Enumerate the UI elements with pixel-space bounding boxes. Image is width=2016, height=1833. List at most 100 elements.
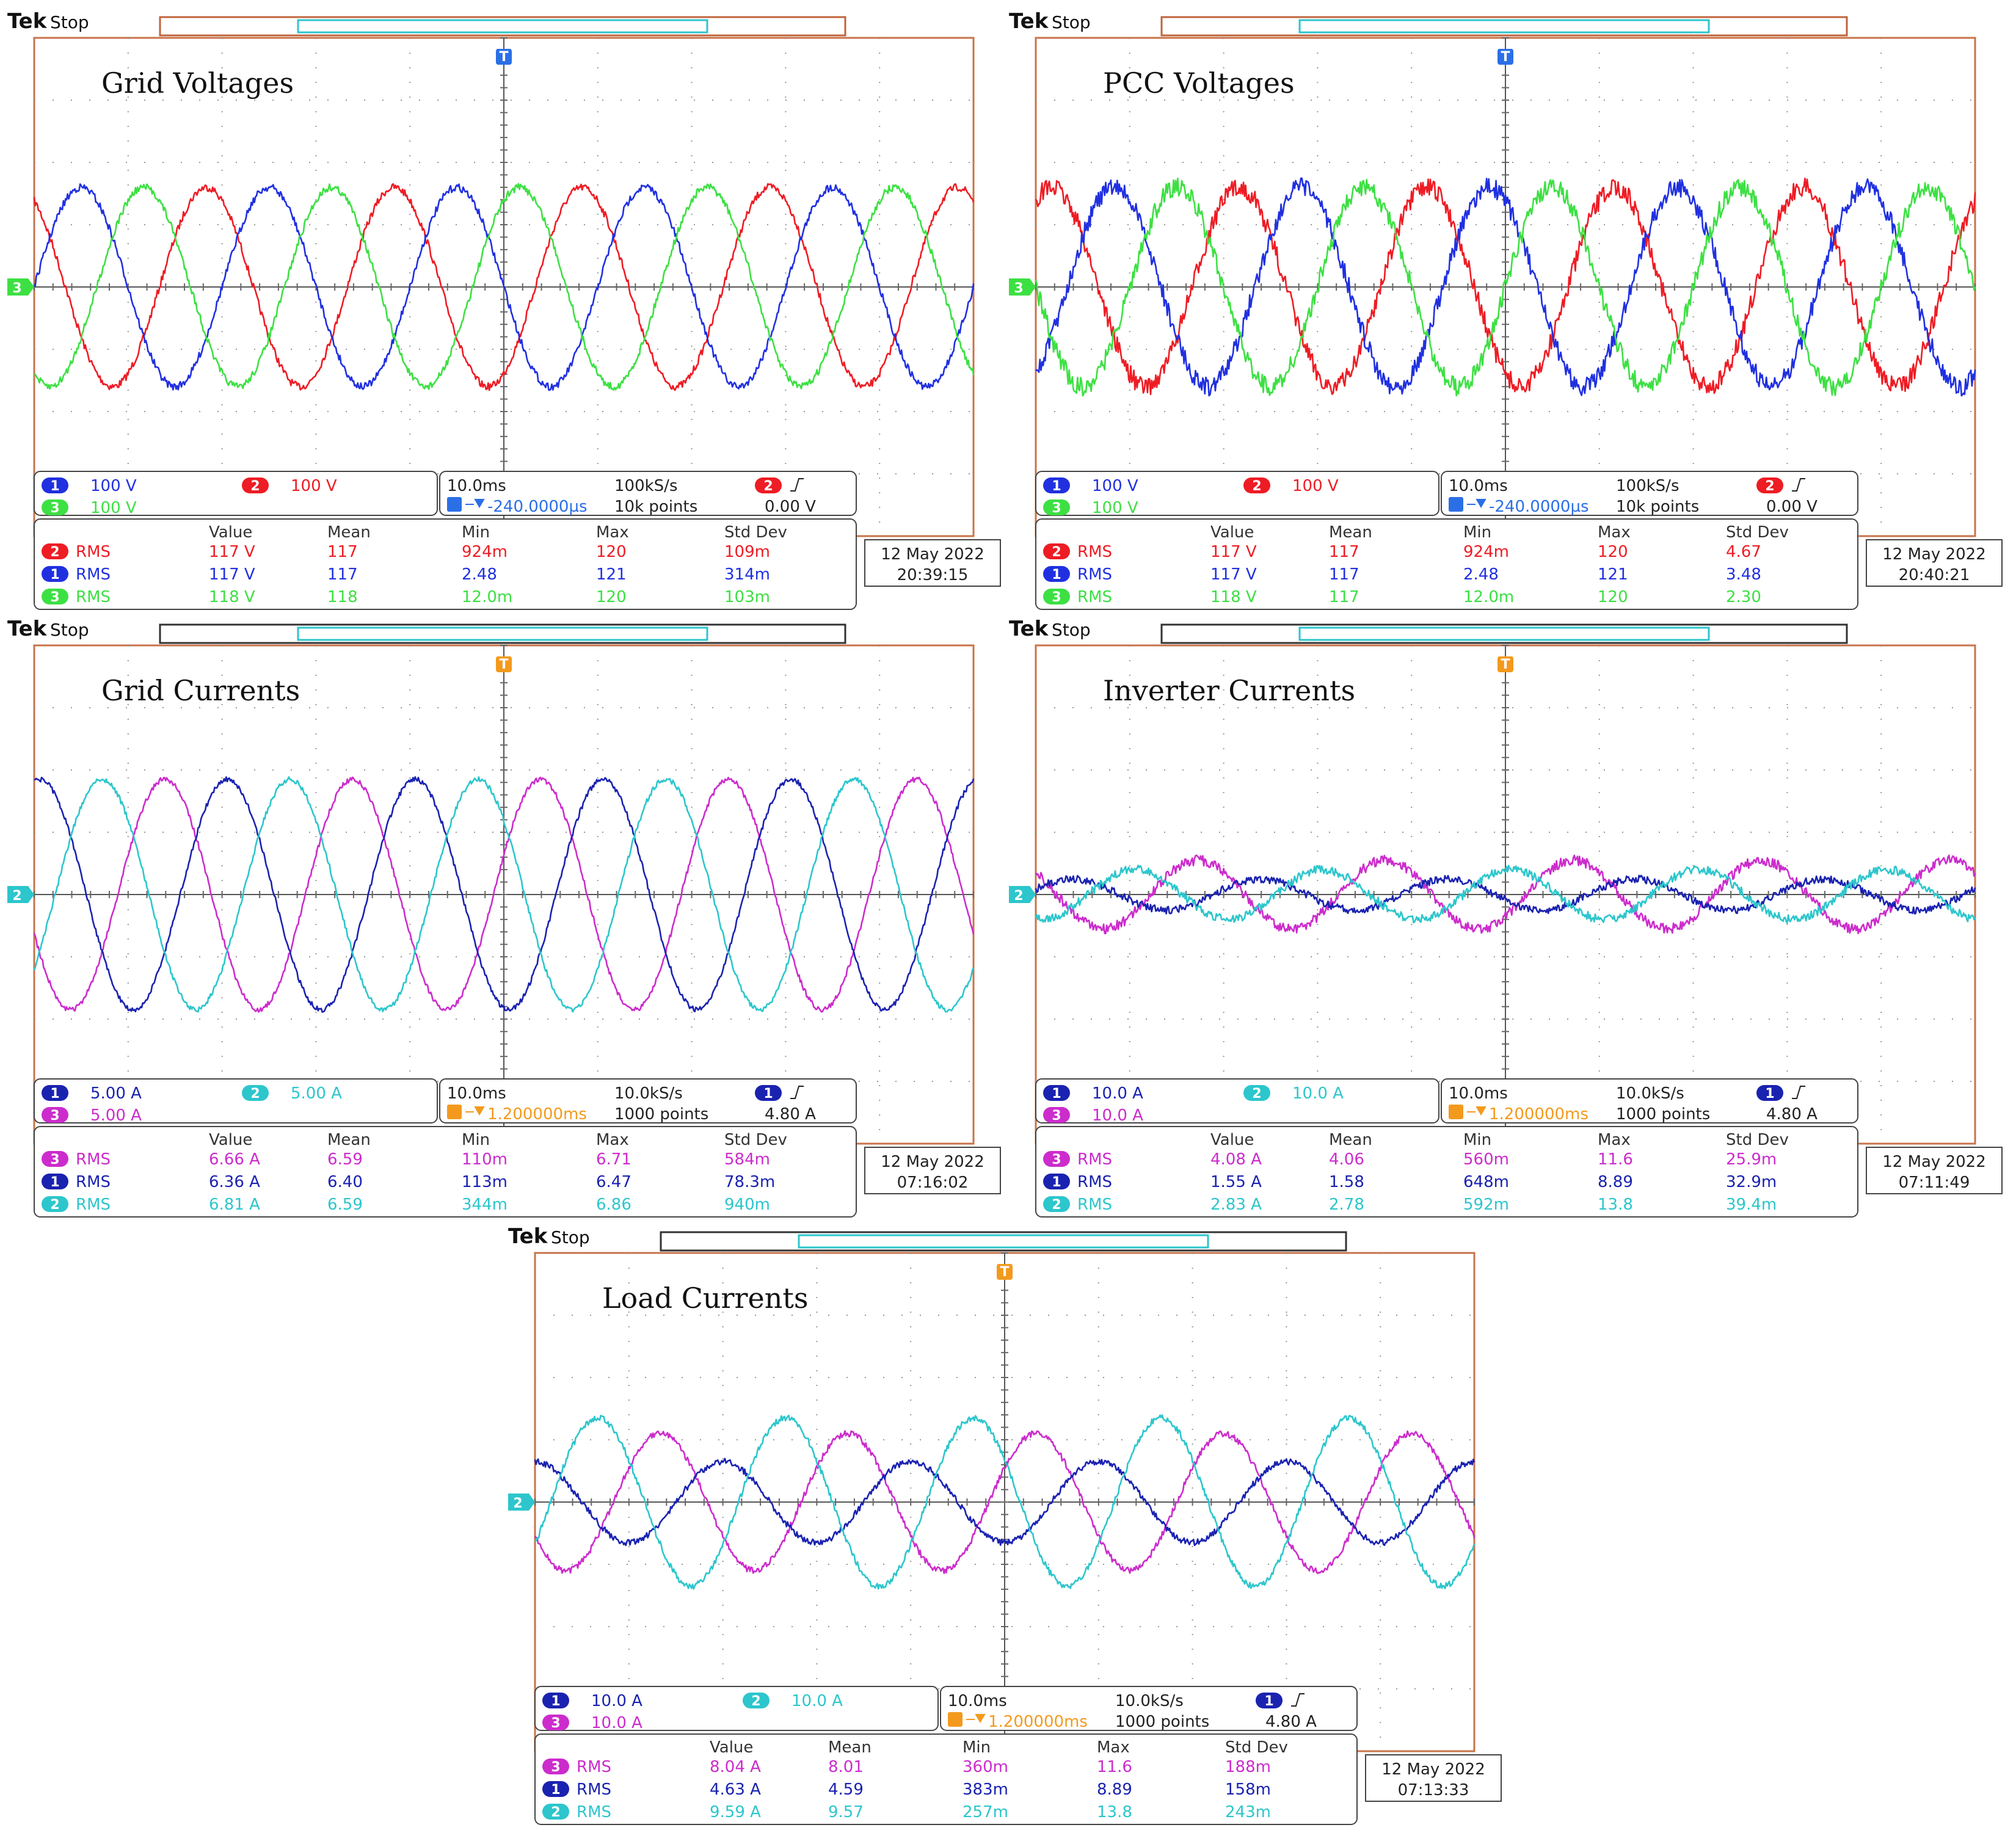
channel-2-scale: 100 V xyxy=(1292,477,1339,495)
trigger-position-marker[interactable]: T xyxy=(496,49,512,65)
stats-row-1-value: 117 V xyxy=(1210,565,1257,584)
trigger-position-marker[interactable]: T xyxy=(1497,656,1513,672)
ground-level-marker[interactable]: 2 xyxy=(1009,886,1036,904)
statistics-box xyxy=(34,1126,857,1218)
trigger-position-marker[interactable]: T xyxy=(997,1264,1013,1280)
stats-row-1-measurement: RMS xyxy=(1077,1173,1112,1191)
horizontal-delay: -240.0000µs xyxy=(487,498,588,516)
stats-row-0-value: 117 V xyxy=(1210,543,1257,561)
stats-row-1-value: 4.63 A xyxy=(710,1780,761,1799)
record-length: 1000 points xyxy=(1115,1713,1209,1731)
stats-row-2-std: 39.4m xyxy=(1726,1196,1777,1214)
ground-level-marker[interactable]: 2 xyxy=(508,1494,535,1511)
stats-row-0-measurement: RMS xyxy=(577,1758,611,1776)
ground-level-marker[interactable]: 2 xyxy=(7,886,34,904)
delay-trigger-icon xyxy=(1449,497,1463,512)
chart-title: PCC Voltages xyxy=(1103,67,1295,100)
oscilloscope-screen: Tek Stop T 3 Grid Voltages 1 100 V 2 100 V 3 100 V… xyxy=(7,9,1001,610)
stats-row-1-std: 78.3m xyxy=(724,1173,775,1191)
trigger-letter: T xyxy=(1501,49,1510,65)
channel-badge-bg xyxy=(42,543,68,559)
channel-1-scale: 5.00 A xyxy=(90,1084,142,1103)
channel-1-badge: 1 xyxy=(542,1693,569,1709)
timebase-box xyxy=(940,1686,1358,1731)
record-window xyxy=(1298,626,1710,641)
channel-badge-bg xyxy=(542,1781,569,1797)
ground-level-marker[interactable]: 3 xyxy=(1009,278,1036,296)
channel-badge-number: 3 xyxy=(1052,1108,1061,1123)
channel-badge-number: 1 xyxy=(50,1086,59,1102)
timestamp: 12 May 2022 07:11:49 xyxy=(1866,1147,2003,1194)
channel-badge-number: 1 xyxy=(1052,479,1061,494)
ground-marker-shape xyxy=(1009,278,1036,296)
stats-row-2-std: 2.30 xyxy=(1726,588,1761,606)
channel-2-badge: 2 xyxy=(743,1693,770,1709)
stats-header-mean: Mean xyxy=(327,523,371,542)
channel-badge-bg xyxy=(542,1759,569,1774)
stats-row-0-value: 117 V xyxy=(209,543,255,561)
channel-badge-number: 3 xyxy=(551,1716,560,1731)
ground-level-marker[interactable]: 3 xyxy=(7,278,34,296)
stats-row-1-mean: 117 xyxy=(1329,565,1359,584)
stats-row-1-measurement: RMS xyxy=(76,565,111,584)
stats-row-1-value: 6.36 A xyxy=(209,1173,260,1191)
stats-header-std-dev: Std Dev xyxy=(1726,523,1789,542)
scope-panel-inverter-currents: Tek Stop T 2 Inverter Currents 1 10.0 A 2 10.0 A… xyxy=(1002,608,2003,1218)
channel-3-badge: 3 xyxy=(1043,1107,1070,1123)
graticule xyxy=(1035,644,1976,1145)
channel-badge-bg xyxy=(542,1804,569,1820)
stats-row-1-mean: 4.59 xyxy=(828,1780,864,1799)
channel-badge-number: 2 xyxy=(50,545,59,560)
ground-marker-shape xyxy=(7,886,34,903)
timestamp-time: 07:11:49 xyxy=(1899,1174,1970,1192)
channel-3-scale: 5.00 A xyxy=(90,1106,142,1125)
channel-badge-bg xyxy=(542,1715,569,1730)
stats-row-0-mean: 117 xyxy=(1329,543,1359,561)
channel-readout: 1 100 V 2 100 V 3 100 V xyxy=(1035,471,1439,517)
channel-3-scale: 100 V xyxy=(1092,499,1138,517)
stats-row-1-std: 32.9m xyxy=(1726,1173,1777,1191)
channel-badge-bg xyxy=(1756,1085,1783,1101)
channel-badge-bg xyxy=(1043,1174,1070,1189)
waveform-ch2 xyxy=(33,183,975,391)
channel-2-scale: 10.0 A xyxy=(791,1692,843,1710)
trigger-level: 4.80 A xyxy=(765,1105,816,1123)
channel-2-badge: 2 xyxy=(1243,1085,1270,1102)
stats-row-1-badge: 1 xyxy=(1043,566,1070,583)
timebase-readout: 10.0ms 10.0kS/s 1 1.200000ms 1000 points 4.80… xyxy=(439,1078,857,1123)
channel-badge-number: 1 xyxy=(551,1694,560,1709)
trigger-level: 0.00 V xyxy=(1766,498,1818,516)
waveform-ch2 xyxy=(534,1414,1476,1590)
waveform-ch3 xyxy=(1035,177,1976,397)
scope-panel-grid-voltages: Tek Stop T 3 Grid Voltages 1 100 V 2 100 V 3 100 V… xyxy=(0,0,1002,610)
channel-2-badge: 2 xyxy=(242,1085,269,1102)
trigger-position-marker[interactable]: T xyxy=(496,656,512,672)
trigger-slope-icon xyxy=(1792,478,1805,492)
waveform-traces xyxy=(33,183,975,391)
waveform-ch3 xyxy=(34,183,975,391)
trigger-position-marker[interactable]: T xyxy=(1497,49,1513,65)
channel-badge-number: 3 xyxy=(50,1108,59,1123)
stats-row-0-max: 11.6 xyxy=(1598,1150,1633,1169)
chart-title: Grid Voltages xyxy=(101,67,294,100)
brand-logo: Tek xyxy=(7,9,48,34)
timestamp-box xyxy=(864,539,1001,587)
stats-row-2-min: 12.0m xyxy=(1463,588,1514,606)
channel-badge-number: 1 xyxy=(1765,1086,1774,1102)
stats-header-mean: Mean xyxy=(1329,1131,1372,1149)
ground-marker-label: 2 xyxy=(1014,888,1023,904)
timestamp-box xyxy=(864,1147,1001,1194)
acquisition-status: Stop xyxy=(50,620,89,640)
waveform-ch1 xyxy=(1035,177,1976,397)
stats-row-2-value: 6.81 A xyxy=(209,1196,260,1214)
graticule xyxy=(534,1252,1476,1752)
channel-badge-bg xyxy=(743,1693,770,1708)
waveform-ch3 xyxy=(534,1430,1476,1575)
channel-badge-bg xyxy=(1043,1085,1070,1101)
stats-row-2-min: 344m xyxy=(462,1196,508,1214)
channel-badge-number: 1 xyxy=(551,1782,560,1798)
stats-row-1-max: 121 xyxy=(596,565,627,584)
stats-row-2-std: 103m xyxy=(724,588,770,606)
stats-row-0-value: 8.04 A xyxy=(710,1758,761,1776)
